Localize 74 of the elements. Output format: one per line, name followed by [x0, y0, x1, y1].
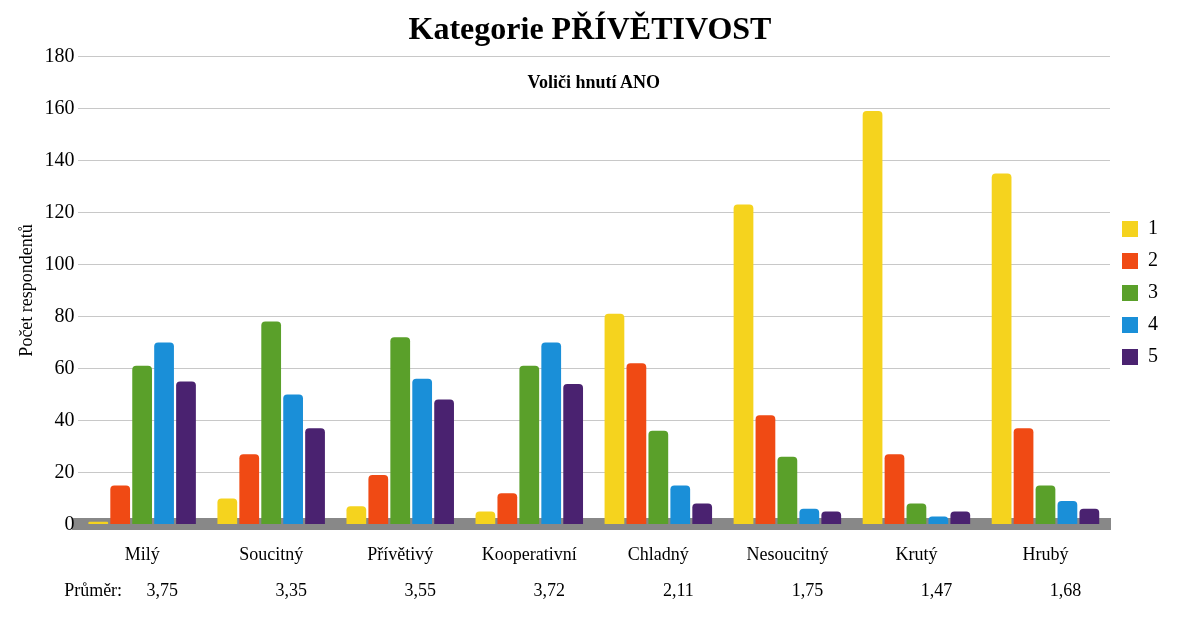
y-tick-label: 20: [54, 459, 75, 482]
y-tick-label: 100: [44, 251, 75, 274]
y-tick-label: 120: [44, 199, 75, 222]
bar: [692, 503, 713, 524]
legend-label: 3: [1148, 280, 1158, 303]
bar: [390, 337, 411, 524]
x-tick-label: Hrubý: [1022, 543, 1069, 564]
bar: [412, 378, 433, 524]
y-tick-label: 60: [54, 355, 75, 378]
bar: [1057, 501, 1078, 524]
text: 3,72: [533, 579, 566, 600]
legend-label: 5: [1148, 344, 1158, 367]
bar: [217, 498, 238, 524]
y-tick-label: 0: [64, 511, 75, 534]
bar: [1035, 485, 1056, 524]
bar: [777, 456, 798, 524]
text: 3,35: [275, 579, 307, 600]
bar: [154, 342, 174, 524]
bar: [991, 173, 1012, 524]
legend-label: 2: [1148, 248, 1158, 271]
bar: [346, 506, 367, 524]
legend-label: 4: [1148, 312, 1158, 335]
y-tick-label: 160: [44, 95, 75, 118]
bar: [305, 428, 325, 524]
bar: [176, 381, 196, 524]
bar: [821, 511, 842, 524]
text: 3,55: [404, 579, 436, 600]
x-tick-label: Chladný: [627, 543, 689, 564]
bar: [497, 493, 518, 524]
y-tick-label: 80: [54, 303, 75, 326]
bar: [1013, 428, 1034, 524]
x-tick-label: Přívětivý: [367, 543, 434, 564]
text: Průměr:: [64, 579, 123, 600]
bar: [733, 204, 754, 524]
bar: [368, 475, 389, 524]
y-axis-title: Počet respondentů: [15, 224, 36, 357]
y-tick-label: 140: [44, 147, 75, 170]
x-tick-label: Milý: [124, 543, 160, 564]
bar: [132, 365, 152, 524]
bar: [928, 516, 949, 524]
bar: [110, 485, 131, 524]
bar: [519, 365, 540, 524]
bar: [239, 454, 260, 524]
bar: [906, 503, 927, 524]
bar: [670, 485, 691, 524]
x-tick-label: Nesoucitný: [746, 543, 829, 564]
text: Voliči hnutí ANO: [527, 72, 660, 93]
x-tick-label: Krutý: [895, 543, 938, 564]
bar: [626, 363, 647, 524]
x-tick-label: Soucitný: [239, 543, 304, 564]
y-tick-label: 180: [44, 43, 75, 66]
text: 1,75: [791, 579, 824, 600]
bar: [950, 511, 971, 524]
x-tick-label: Kooperativní: [481, 543, 577, 564]
chart-title: Kategorie PŘÍVĚTIVOST: [408, 10, 772, 47]
bar: [541, 342, 562, 524]
bar: [799, 508, 820, 524]
text: 2,11: [662, 579, 694, 600]
bar: [755, 415, 776, 524]
text: 3,75: [146, 579, 178, 600]
bar: [648, 430, 669, 524]
bar: [283, 394, 303, 524]
text: 1,68: [1049, 579, 1082, 600]
bar: [563, 384, 584, 524]
bar: [862, 111, 883, 524]
bar: [1079, 508, 1100, 524]
bar: [475, 511, 496, 524]
text: 1,47: [920, 579, 953, 600]
bar: [604, 313, 625, 524]
bar: [434, 399, 454, 524]
bar: [261, 321, 282, 524]
y-tick-label: 40: [54, 407, 75, 430]
bar: [884, 454, 905, 524]
legend-label: 1: [1148, 216, 1158, 239]
